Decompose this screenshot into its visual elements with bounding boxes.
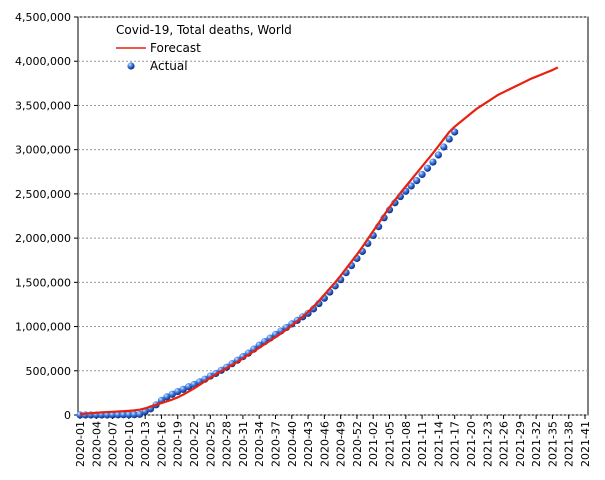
legend-label: Forecast <box>150 41 201 55</box>
actual-point <box>451 128 459 136</box>
actual-point <box>434 151 442 159</box>
x-tick-label: 2021-41 <box>579 421 592 467</box>
x-tick-label: 2021-14 <box>432 421 445 467</box>
actual-point <box>440 143 448 151</box>
x-tick-label: 2020-01 <box>74 421 87 467</box>
x-tick-label: 2020-37 <box>269 421 282 467</box>
y-tick-label: 0 <box>64 409 71 422</box>
x-tick-label: 2021-17 <box>449 421 462 467</box>
x-tick-label: 2020-10 <box>123 421 136 467</box>
legend-label: Actual <box>150 59 188 73</box>
x-tick-label: 2021-38 <box>563 421 576 467</box>
actual-point <box>168 390 176 398</box>
actual-point <box>163 393 171 401</box>
x-tick-label: 2020-16 <box>155 421 168 467</box>
x-tick-label: 2020-22 <box>188 421 201 467</box>
actual-point <box>114 411 122 419</box>
x-tick-label: 2020-52 <box>351 421 364 467</box>
x-tick-label: 2020-46 <box>318 421 331 467</box>
x-tick-label: 2020-40 <box>286 421 299 467</box>
x-tick-label: 2021-26 <box>498 421 511 467</box>
actual-point <box>125 411 133 419</box>
y-tick-label: 2,500,000 <box>15 188 71 201</box>
x-tick-label: 2021-20 <box>465 421 478 467</box>
y-tick-label: 4,500,000 <box>15 11 71 24</box>
x-tick-label: 2020-43 <box>302 421 315 467</box>
y-tick-label: 4,000,000 <box>15 55 71 68</box>
y-tick-label: 1,000,000 <box>15 321 71 334</box>
actual-point <box>108 411 117 419</box>
x-tick-label: 2021-05 <box>384 421 397 467</box>
y-tick-label: 3,000,000 <box>15 144 71 157</box>
y-tick-label: 2,000,000 <box>15 232 71 245</box>
actual-point <box>185 383 193 391</box>
x-tick-label: 2020-19 <box>172 421 185 467</box>
x-tick-label: 2020-31 <box>237 421 250 467</box>
actual-point <box>179 385 187 393</box>
x-tick-label: 2020-28 <box>221 421 234 467</box>
x-tick-label: 2020-07 <box>107 421 120 467</box>
x-tick-label: 2020-49 <box>335 421 348 467</box>
x-tick-label: 2021-11 <box>416 421 429 467</box>
x-tick-label: 2021-35 <box>546 421 559 467</box>
actual-point <box>136 410 144 418</box>
actual-point <box>445 135 453 143</box>
forecast-line <box>79 66 559 416</box>
y-tick-label: 3,500,000 <box>15 99 71 112</box>
actual-point <box>413 177 421 185</box>
legend-swatch <box>127 62 135 70</box>
actual-point <box>407 182 415 190</box>
actual-point <box>119 411 128 419</box>
actual-point <box>130 411 138 419</box>
x-tick-label: 2020-34 <box>253 421 266 467</box>
actual-point <box>429 158 437 166</box>
y-tick-label: 500,000 <box>26 365 72 378</box>
x-tick-label: 2021-23 <box>481 421 494 467</box>
x-tick-label: 2020-13 <box>139 421 152 467</box>
x-tick-label: 2021-29 <box>514 421 527 467</box>
actual-point <box>423 164 432 172</box>
x-tick-label: 2020-04 <box>90 421 103 467</box>
y-tick-label: 1,500,000 <box>15 276 71 289</box>
actual-point <box>418 170 426 179</box>
actual-point <box>174 387 182 396</box>
x-tick-label: 2020-25 <box>204 421 217 467</box>
x-tick-label: 2021-32 <box>530 421 543 467</box>
legend-title: Covid-19, Total deaths, World <box>116 23 292 37</box>
plot-frame <box>77 16 589 416</box>
x-tick-label: 2021-08 <box>400 421 413 467</box>
x-tick-label: 2021-02 <box>367 421 380 467</box>
